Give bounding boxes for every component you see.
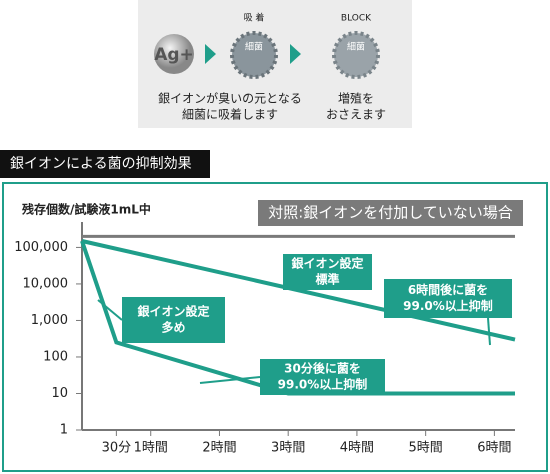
- annotation-box: [260, 359, 385, 395]
- annotation-text: 99.0%以上抑制: [278, 377, 368, 392]
- caption: 銀イオンが臭いの元となる: [158, 91, 302, 106]
- annotation-text: 多め: [161, 320, 185, 335]
- block-label: BLOCK: [341, 14, 372, 24]
- caption: 細菌に吸着します: [182, 107, 278, 122]
- leader-line: [199, 376, 261, 384]
- annotation-text: 99.0%以上抑制: [403, 298, 493, 313]
- annotation-text: 30分後に菌を: [284, 361, 361, 376]
- caption: おさえます: [326, 108, 386, 122]
- annotation-text: 対照:銀イオンを付加していない場合: [268, 204, 513, 222]
- y-tick-label: 100: [43, 349, 68, 364]
- y-tick-label: 1,000: [31, 313, 68, 328]
- line: [80, 240, 515, 396]
- annotation-box: [283, 254, 372, 290]
- y-tick-label: 100,000: [14, 240, 68, 255]
- germ-icon: [230, 31, 278, 79]
- y-tick-label: 10,000: [23, 276, 69, 291]
- germ-icon: [332, 31, 380, 79]
- x-tick-label: 3時間: [271, 441, 305, 456]
- germ-label: 細菌: [347, 41, 365, 53]
- germ-label: 細菌: [245, 41, 263, 53]
- annotation-box: [122, 297, 225, 343]
- leader-line: [97, 299, 123, 321]
- annotation-box: [384, 279, 512, 318]
- arrow: [290, 44, 301, 64]
- annotation-text: 6時間後に菌を: [408, 282, 488, 297]
- leader-line: [487, 317, 491, 346]
- annotation-text: 銀イオン設定: [290, 256, 363, 271]
- x-tick-label: 4時間: [340, 441, 374, 456]
- y-tick-label: 1: [60, 423, 68, 438]
- y-tick-label: 10: [51, 386, 68, 401]
- y-axis-label: 残存個数/試験液1mL中: [22, 202, 151, 217]
- adsorb-label: 吸 着: [244, 12, 265, 24]
- chart-title: 銀イオンによる菌の抑制効果: [10, 156, 192, 172]
- x-tick-label: 30分: [102, 441, 132, 456]
- line: [81, 239, 516, 342]
- x-tick-label: 6時間: [477, 441, 511, 456]
- title-bar: [0, 150, 210, 178]
- arrow: [205, 44, 216, 64]
- ion-label: Ag+: [154, 45, 194, 65]
- x-tick-label: 1時間: [134, 441, 168, 456]
- annotation-text: 標準: [315, 272, 339, 287]
- annotation-box: [258, 200, 523, 226]
- ion-icon: [154, 34, 194, 74]
- annotation-text: 銀イオン設定: [136, 304, 209, 319]
- x-tick-label: 5時間: [409, 441, 443, 456]
- caption: 増殖を: [338, 91, 374, 106]
- diagram: Ag+ 吸 着 細菌 BLOCK 細菌 銀イオンが臭いの元となる 細菌に吸着しま…: [138, 0, 412, 128]
- x-tick-label: 2時間: [202, 441, 236, 456]
